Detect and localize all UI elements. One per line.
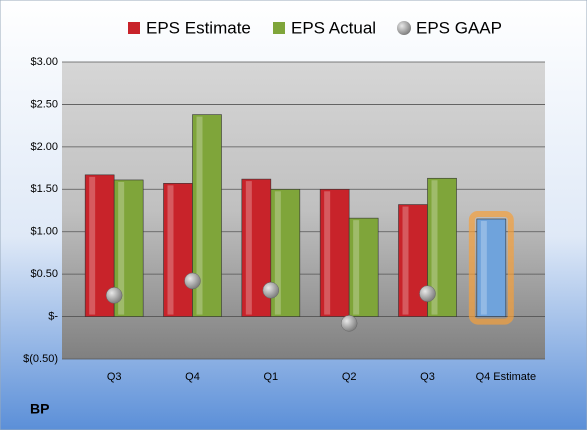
bar-shine [431, 180, 438, 315]
gaap-point [262, 282, 280, 299]
gaap-point [419, 285, 436, 302]
y-tick-label: $0.50 [30, 268, 58, 280]
x-tick-label: Q4 [185, 371, 200, 383]
bar-glow [468, 210, 514, 325]
y-tick-label: $2.00 [30, 141, 58, 153]
legend-label: EPS GAAP [416, 18, 502, 37]
bar-shine [118, 181, 125, 315]
bar-shine [480, 220, 487, 315]
x-tick-label: Q4 Estimate [476, 371, 537, 383]
y-tick-label: $1.00 [30, 226, 58, 238]
chart-title: BP [30, 401, 49, 417]
legend-label: EPS Estimate [146, 18, 251, 37]
bar-shine [402, 206, 409, 315]
legend-swatch [397, 21, 411, 35]
bar-shine [353, 220, 360, 315]
legend: EPS Estimate EPS Actual EPS GAAP [128, 18, 502, 37]
bar-shine [274, 191, 281, 315]
bar-shine [167, 185, 174, 315]
bar-shine [324, 191, 331, 315]
bar-shine [245, 181, 252, 315]
y-tick-label: $- [48, 310, 58, 322]
bar [348, 217, 379, 317]
bar-shine [89, 176, 96, 315]
legend-label: EPS Actual [291, 18, 376, 37]
gaap-point [184, 272, 201, 290]
x-tick-label: Q3 [420, 371, 435, 383]
bar-shine [196, 116, 203, 315]
gaap-point [105, 287, 123, 304]
y-tick-label: $1.50 [30, 183, 58, 195]
y-tick-label: $3.00 [30, 56, 58, 68]
legend-swatch [273, 22, 285, 34]
y-tick-label: $2.50 [30, 98, 58, 110]
y-tick-label: $(0.50) [23, 353, 58, 365]
x-tick-label: Q1 [263, 371, 278, 383]
x-tick-label: Q2 [342, 371, 357, 383]
legend-swatch [128, 22, 140, 34]
gaap-point [340, 315, 358, 332]
x-tick-label: Q3 [107, 371, 122, 383]
bar [476, 218, 507, 317]
